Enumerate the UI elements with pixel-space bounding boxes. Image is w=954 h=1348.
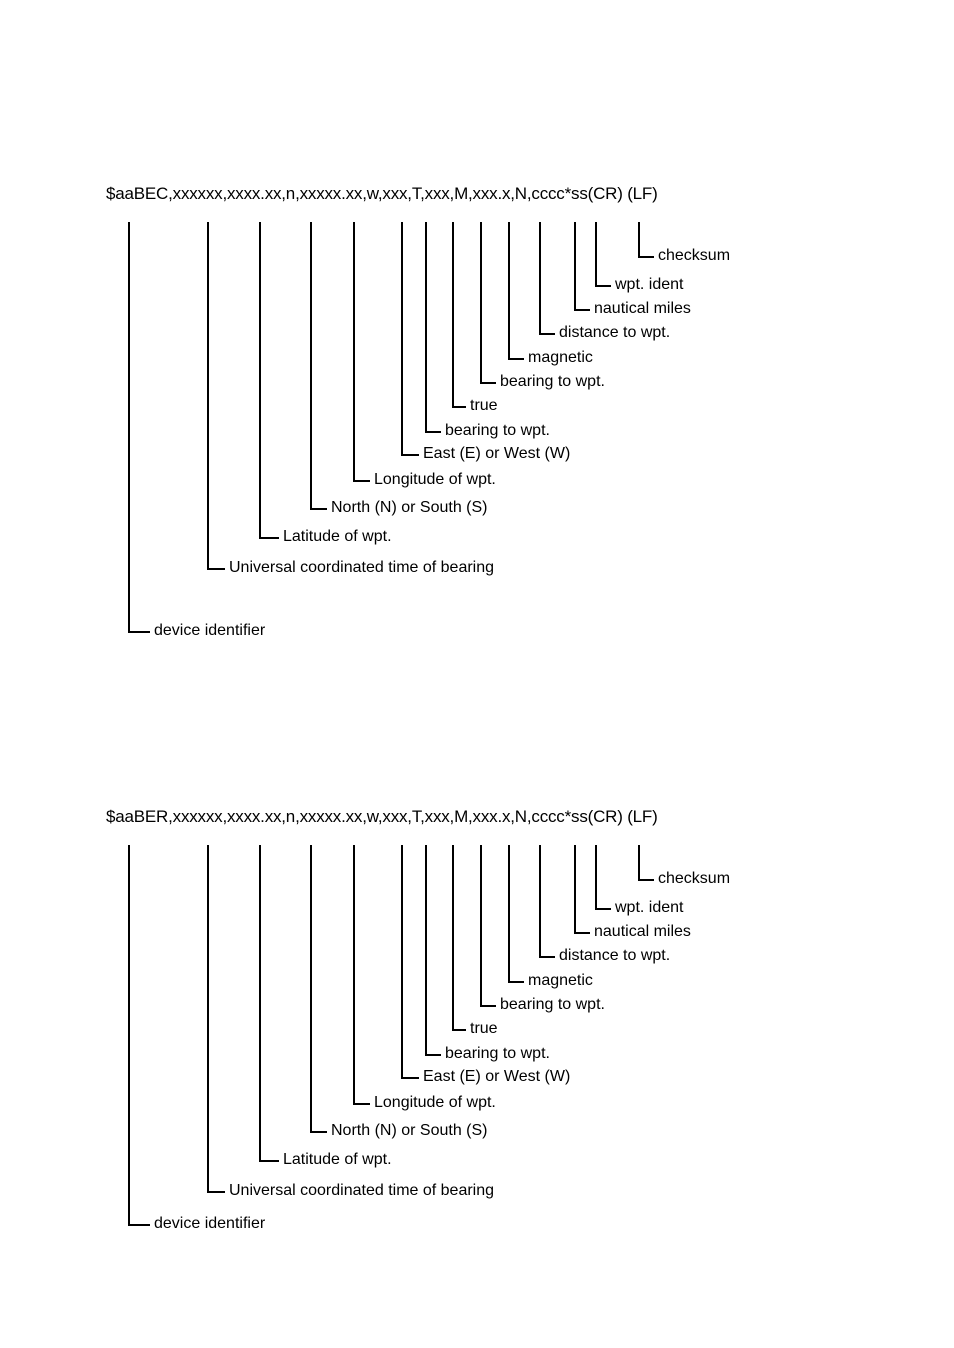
ber-sentence-diagram: $aaBER,xxxxxx,xxxx.xx,n,xxxxx.xx,w,xxx,T… <box>0 623 954 1232</box>
connector-bearing-magnetic <box>480 222 496 384</box>
connector-distance-to-wpt <box>539 845 555 958</box>
connector-magnetic <box>508 845 524 983</box>
label-latitude-of-wpt: Latitude of wpt. <box>283 528 392 545</box>
connector-device-id <box>128 845 150 1226</box>
connector-device-id <box>128 222 150 633</box>
connector-lines <box>128 845 654 1226</box>
label-bearing-to-wpt-magnetic: bearing to wpt. <box>500 996 605 1013</box>
connector-checksum <box>638 845 654 881</box>
connector-true <box>452 222 466 408</box>
bec-sentence-diagram: $aaBEC,xxxxxx,xxxx.xx,n,xxxxx.xx,w,xxx,T… <box>0 0 954 639</box>
label-wpt-ident: wpt. ident <box>615 899 684 916</box>
label-distance-to-wpt: distance to wpt. <box>559 947 671 964</box>
label-bearing-to-wpt-true: bearing to wpt. <box>445 1045 550 1062</box>
connector-wpt-ident <box>595 222 611 287</box>
connector-latitude <box>259 845 279 1162</box>
connector-north-south <box>310 222 327 510</box>
connector-distance-to-wpt <box>539 222 555 335</box>
label-magnetic: magnetic <box>528 972 593 989</box>
label-utc-of-bearing: Universal coordinated time of bearing <box>229 559 495 576</box>
connector-nautical-miles <box>574 845 590 934</box>
connector-utc <box>207 222 225 570</box>
label-magnetic: magnetic <box>528 349 593 366</box>
label-east-or-west: East (E) or West (W) <box>423 445 571 462</box>
connector-longitude <box>353 222 370 482</box>
connector-lines <box>128 222 654 633</box>
connector-wpt-ident <box>595 845 611 910</box>
label-nautical-miles: nautical miles <box>594 300 691 317</box>
label-wpt-ident: wpt. ident <box>615 276 684 293</box>
connector-utc <box>207 845 225 1193</box>
connector-true <box>452 845 466 1031</box>
label-north-or-south: North (N) or South (S) <box>331 499 488 516</box>
connector-bearing-true <box>425 222 441 433</box>
connector-checksum <box>638 222 654 258</box>
sentence-format: $aaBEC,xxxxxx,xxxx.xx,n,xxxxx.xx,w,xxx,T… <box>106 184 658 203</box>
label-bearing-to-wpt-true: bearing to wpt. <box>445 422 550 439</box>
label-true: true <box>470 397 498 414</box>
label-distance-to-wpt: distance to wpt. <box>559 324 671 341</box>
label-latitude-of-wpt: Latitude of wpt. <box>283 1151 392 1168</box>
connector-nautical-miles <box>574 222 590 311</box>
label-nautical-miles: nautical miles <box>594 923 691 940</box>
connector-bearing-true <box>425 845 441 1056</box>
label-longitude-of-wpt: Longitude of wpt. <box>374 471 496 488</box>
connector-bearing-magnetic <box>480 845 496 1007</box>
label-true: true <box>470 1020 498 1037</box>
connector-latitude <box>259 222 279 539</box>
label-utc-of-bearing: Universal coordinated time of bearing <box>229 1182 495 1199</box>
label-bearing-to-wpt-magnetic: bearing to wpt. <box>500 373 605 390</box>
label-longitude-of-wpt: Longitude of wpt. <box>374 1094 496 1111</box>
connector-east-west <box>401 845 419 1079</box>
label-north-or-south: North (N) or South (S) <box>331 1122 488 1139</box>
label-checksum: checksum <box>658 870 731 887</box>
label-east-or-west: East (E) or West (W) <box>423 1068 571 1085</box>
label-device-identifier: device identifier <box>154 622 266 639</box>
connector-north-south <box>310 845 327 1133</box>
label-checksum: checksum <box>658 247 731 264</box>
connector-longitude <box>353 845 370 1105</box>
label-device-identifier: device identifier <box>154 1215 266 1232</box>
sentence-format: $aaBER,xxxxxx,xxxx.xx,n,xxxxx.xx,w,xxx,T… <box>106 807 658 826</box>
connector-east-west <box>401 222 419 456</box>
connector-magnetic <box>508 222 524 360</box>
